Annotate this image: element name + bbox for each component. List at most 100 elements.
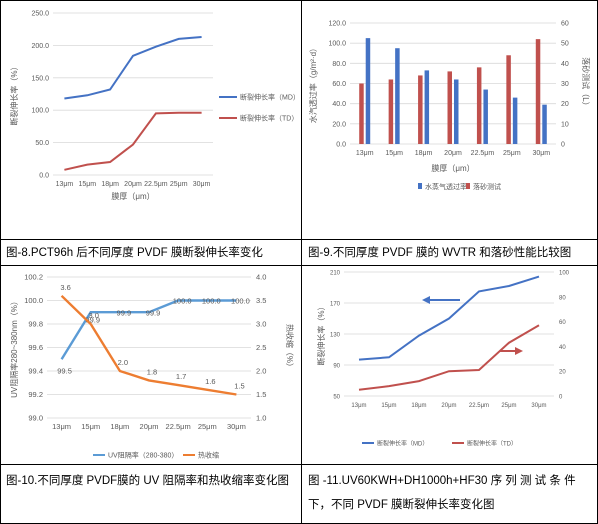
legend-label: 断裂伸长率（MD） [377,440,428,448]
panel-fig10 [0,265,302,465]
caption-fig8: 图-8.PCT96h 后不同厚度 PVDF 膜断裂伸长率变化 [6,247,263,259]
y2-tick-label: 2.5 [256,343,266,352]
x-tick-label: 15μm [78,181,96,188]
bar [483,89,488,144]
y2-tick-label: 60 [561,21,569,28]
y2-tick-label: 60 [559,320,566,326]
chart-fig10-uv-shrink: 99.0 99.2 99.4 99.6 99.8 100.0 100.2 1.0 1.5 2.0 2… [9,273,295,460]
series-line-1 [64,111,202,171]
x-tick-label: 30μm [193,181,211,188]
series-line-1 [358,324,540,391]
x-tick-label: 25μm [501,403,516,409]
y-tick-label: 150.0 [31,75,49,82]
y-tick-label: 99.6 [28,343,43,352]
x-tick-label: 30μm [227,422,246,431]
x-tick-label: 18μm [101,181,119,188]
legend-label: 断裂伸长率（TD） [240,114,298,123]
x-tick-label: 18μm [110,422,129,431]
data-label: 100.0 [202,297,221,306]
y2-tick-label: 1.5 [256,390,266,399]
chart-fig11-elongation-seq: 50 90 130 170 210 0 20 40 60 80 100 13μm 15μm 18μm 20μ… [316,271,570,448]
y-tick-label: 20.0 [332,121,346,128]
x-tick-label: 22.5μm [166,422,191,431]
data-label: 1.7 [176,372,186,381]
data-label: 2.0 [118,358,128,367]
chart-fig9-wvtr-sand: 0.0 20.0 40.0 60.0 80.0 100.0 120.0 0 10 20 30 40 50… [308,21,591,192]
x-tick-label: 25μm [198,422,217,431]
y-tick-label: 80.0 [332,61,346,68]
data-label: 3.0 [88,311,98,320]
x-tick-label: 25μm [170,181,188,188]
chart-fig8-elongation: 0.0 50.0 100.0 150.0 200.0 250.0 13μm 15μm 18μm 2… [9,11,300,202]
x-tick-label: 22.5μm [471,150,495,157]
x-tick-label: 22.5μm [144,181,168,188]
y2-tick-label: 40 [561,61,569,68]
y2-tick-label: 3.0 [256,320,266,329]
caption-box-fig11 [301,464,598,524]
y2-tick-label: 0 [561,142,565,149]
x-tick-label: 22.5μm [469,403,489,409]
legend-swatch [466,183,470,189]
data-label: 100.0 [231,297,250,306]
x-tick-label: 20μm [124,181,142,188]
bar [454,79,459,144]
y-tick-label: 130 [330,333,341,339]
y2-tick-label: 10 [561,121,569,128]
y-axis-title: UV阻隔率280~380nm（%） [9,297,19,398]
bar [542,104,547,144]
legend-label: 断裂伸长率（TD） [467,440,517,448]
y-tick-label: 99.4 [28,367,43,376]
y2-tick-label: 50 [561,41,569,48]
legend-label: 落砂测试 [473,182,501,191]
y-axis-title: 断裂伸长率（%） [9,62,19,125]
caption-fig10: 图-10.不同厚度 PVDF膜的 UV 阻隔率和热收缩率变化图 [6,475,290,487]
bar [476,67,482,144]
x-tick-label: 13μm [351,403,366,409]
legend-label: 水蒸气透过率 [425,182,467,191]
data-label: 99.5 [57,366,72,375]
y-tick-label: 100.0 [328,41,346,48]
data-label: 1.6 [205,377,215,386]
y-axis-title: 水汽透过率（g/m²·d） [308,44,318,123]
y2-tick-label: 4.0 [256,273,266,282]
data-label: 99.9 [85,315,100,324]
caption-box-fig9 [301,239,598,266]
y-tick-label: 170 [330,302,341,308]
y2-tick-label: 20 [559,370,566,376]
y2-tick-label: 80 [559,295,566,301]
x-tick-label: 13μm [356,150,374,157]
y-tick-label: 0.0 [336,142,346,149]
y2-tick-label: 1.0 [256,414,266,423]
y-tick-label: 90 [333,364,340,370]
legend-label: 断裂伸长率（MD） [240,93,300,102]
x-tick-label: 20μm [441,403,456,409]
bar [506,55,511,145]
x-tick-label: 30μm [532,150,550,157]
series-line-0 [64,36,202,100]
x-tick-label: 25μm [503,150,521,157]
bar [395,48,400,145]
y-tick-label: 250.0 [31,11,49,18]
series-line-0 [60,299,237,360]
y2-tick-label: 100 [559,271,570,277]
arrow-left-blue-head [422,296,430,304]
y-tick-label: 100.0 [24,296,43,305]
x-tick-label: 20μm [444,150,462,157]
bar [359,83,364,144]
y2-tick-label: 40 [559,345,566,351]
caption-box-fig10 [0,464,302,524]
data-label: 99.9 [146,308,161,317]
data-label: 100.0 [173,297,192,306]
y2-tick-label: 2.0 [256,367,266,376]
y-tick-label: 120.0 [328,21,346,28]
y2-axis-title: 落砂测试（L） [581,57,591,109]
bar [365,38,371,144]
x-tick-label: 18μm [415,150,433,157]
y2-axis-title: 热收缩（%） [285,324,295,371]
x-tick-label: 15μm [81,422,100,431]
data-label: 1.5 [234,382,244,391]
y2-tick-label: 30 [561,81,569,88]
series-line-1 [60,294,237,396]
y-tick-label: 99.8 [28,320,43,329]
